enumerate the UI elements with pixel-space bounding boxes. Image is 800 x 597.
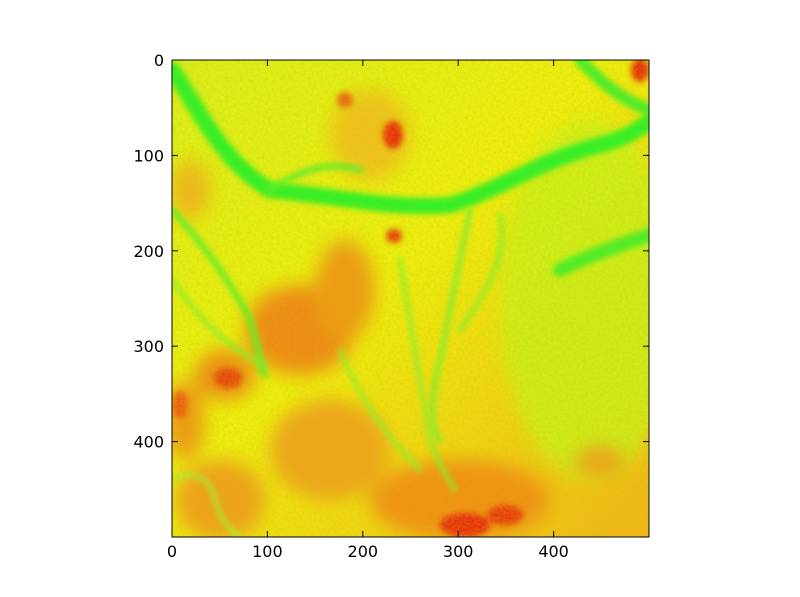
x-tick-label: 200 <box>348 542 379 561</box>
y-tick-label: 200 <box>133 242 164 261</box>
heatmap-texture <box>172 60 649 537</box>
x-tick-label: 400 <box>538 542 569 561</box>
y-tick-label: 0 <box>154 51 164 70</box>
x-axis: 0 100 200 300 400 <box>167 60 569 561</box>
x-tick-label: 300 <box>443 542 474 561</box>
heatmap-image <box>172 60 649 537</box>
x-tick-label: 0 <box>167 542 177 561</box>
y-axis: 0 100 200 300 400 <box>133 51 649 452</box>
y-tick-label: 300 <box>133 337 164 356</box>
y-tick-label: 100 <box>133 146 164 165</box>
axes-frame <box>171 59 650 538</box>
x-tick-label: 100 <box>252 542 283 561</box>
y-tick-label: 400 <box>133 433 164 452</box>
